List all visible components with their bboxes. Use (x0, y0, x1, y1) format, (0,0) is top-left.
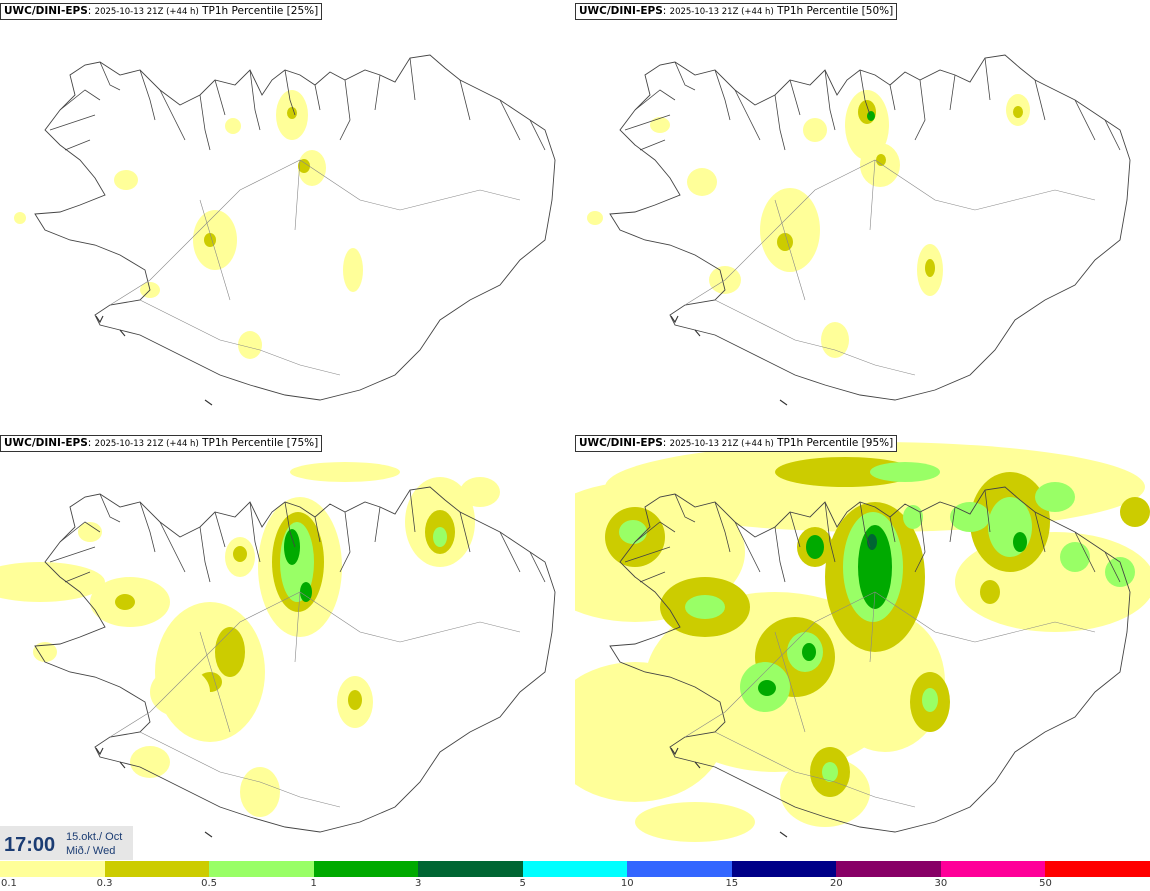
panel-title: UWC/DINI-EPS: 2025-10-13 21Z (+44 h) TP1… (0, 3, 323, 20)
legend-swatch (1045, 861, 1150, 877)
valid-time-date: 15.okt./ Oct Mið./ Wed (66, 830, 122, 858)
map-panel-p50: UWC/DINI-EPS: 2025-10-13 21Z (+44 h) TP1… (575, 0, 1150, 429)
legend-swatch (627, 861, 732, 877)
legend-swatch (209, 861, 314, 877)
legend-label: 3 (414, 878, 422, 889)
legend-label: 0.1 (1, 878, 17, 889)
legend-label: 0.5 (201, 878, 218, 889)
run-info: 2025-10-13 21Z (+44 h) (94, 7, 199, 17)
field-name: TP1h Percentile [95%] (777, 437, 894, 449)
valid-time-clock: 17:00 (4, 834, 56, 856)
iceland-map (14, 54, 556, 406)
legend-label: 10 (620, 878, 634, 889)
legend-label: 20 (829, 878, 843, 889)
legend-swatch (522, 861, 628, 877)
panel-title: UWC/DINI-EPS: 2025-10-13 21Z (+44 h) TP1… (575, 3, 898, 20)
legend-swatch (940, 861, 1046, 877)
model-name: UWC/DINI-EPS (579, 437, 663, 449)
iceland-map (575, 442, 1150, 842)
legend-label: 0.3 (96, 878, 113, 889)
legend-label: 30 (934, 878, 948, 889)
valid-weekday-line: Mið./ Wed (66, 845, 116, 857)
iceland-map (0, 462, 556, 838)
map-panel-p95: UWC/DINI-EPS: 2025-10-13 21Z (+44 h) TP1… (575, 432, 1150, 861)
map-panel-p75: UWC/DINI-EPS: 2025-10-13 21Z (+44 h) TP1… (0, 432, 575, 861)
legend-swatch (313, 861, 419, 877)
legend-color-bar (0, 861, 1150, 877)
valid-time-box: 17:00 15.okt./ Oct Mið./ Wed (0, 826, 133, 860)
iceland-map (587, 54, 1131, 406)
field-name: TP1h Percentile [50%] (777, 5, 894, 17)
legend-label: 5 (519, 878, 526, 889)
map-panel-p25: UWC/DINI-EPS: 2025-10-13 21Z (+44 h) TP1… (0, 0, 575, 429)
legend-label: 15 (725, 878, 739, 889)
legend-swatch (418, 861, 523, 877)
legend-swatch (104, 861, 210, 877)
run-info: 2025-10-13 21Z (+44 h) (94, 439, 199, 449)
panel-title: UWC/DINI-EPS: 2025-10-13 21Z (+44 h) TP1… (575, 435, 898, 452)
model-name: UWC/DINI-EPS (4, 5, 88, 17)
legend-labels: 0.1 0.3 0.5 1 3 5 10 15 20 30 50 (0, 878, 1150, 891)
run-info: 2025-10-13 21Z (+44 h) (669, 7, 774, 17)
valid-date-line: 15.okt./ Oct (66, 831, 123, 843)
legend-swatch (731, 861, 837, 877)
field-name: TP1h Percentile [75%] (202, 437, 319, 449)
model-name: UWC/DINI-EPS (579, 5, 663, 17)
legend-swatch (836, 861, 941, 877)
legend-swatch (0, 861, 105, 877)
field-name: TP1h Percentile [25%] (202, 5, 319, 17)
legend-label: 1 (310, 878, 317, 889)
model-name: UWC/DINI-EPS (4, 437, 88, 449)
panel-title: UWC/DINI-EPS: 2025-10-13 21Z (+44 h) TP1… (0, 435, 323, 452)
run-info: 2025-10-13 21Z (+44 h) (669, 439, 774, 449)
legend-label: 50 (1039, 878, 1052, 889)
precip-legend: 0.1 0.3 0.5 1 3 5 10 15 20 30 50 (0, 861, 1150, 891)
